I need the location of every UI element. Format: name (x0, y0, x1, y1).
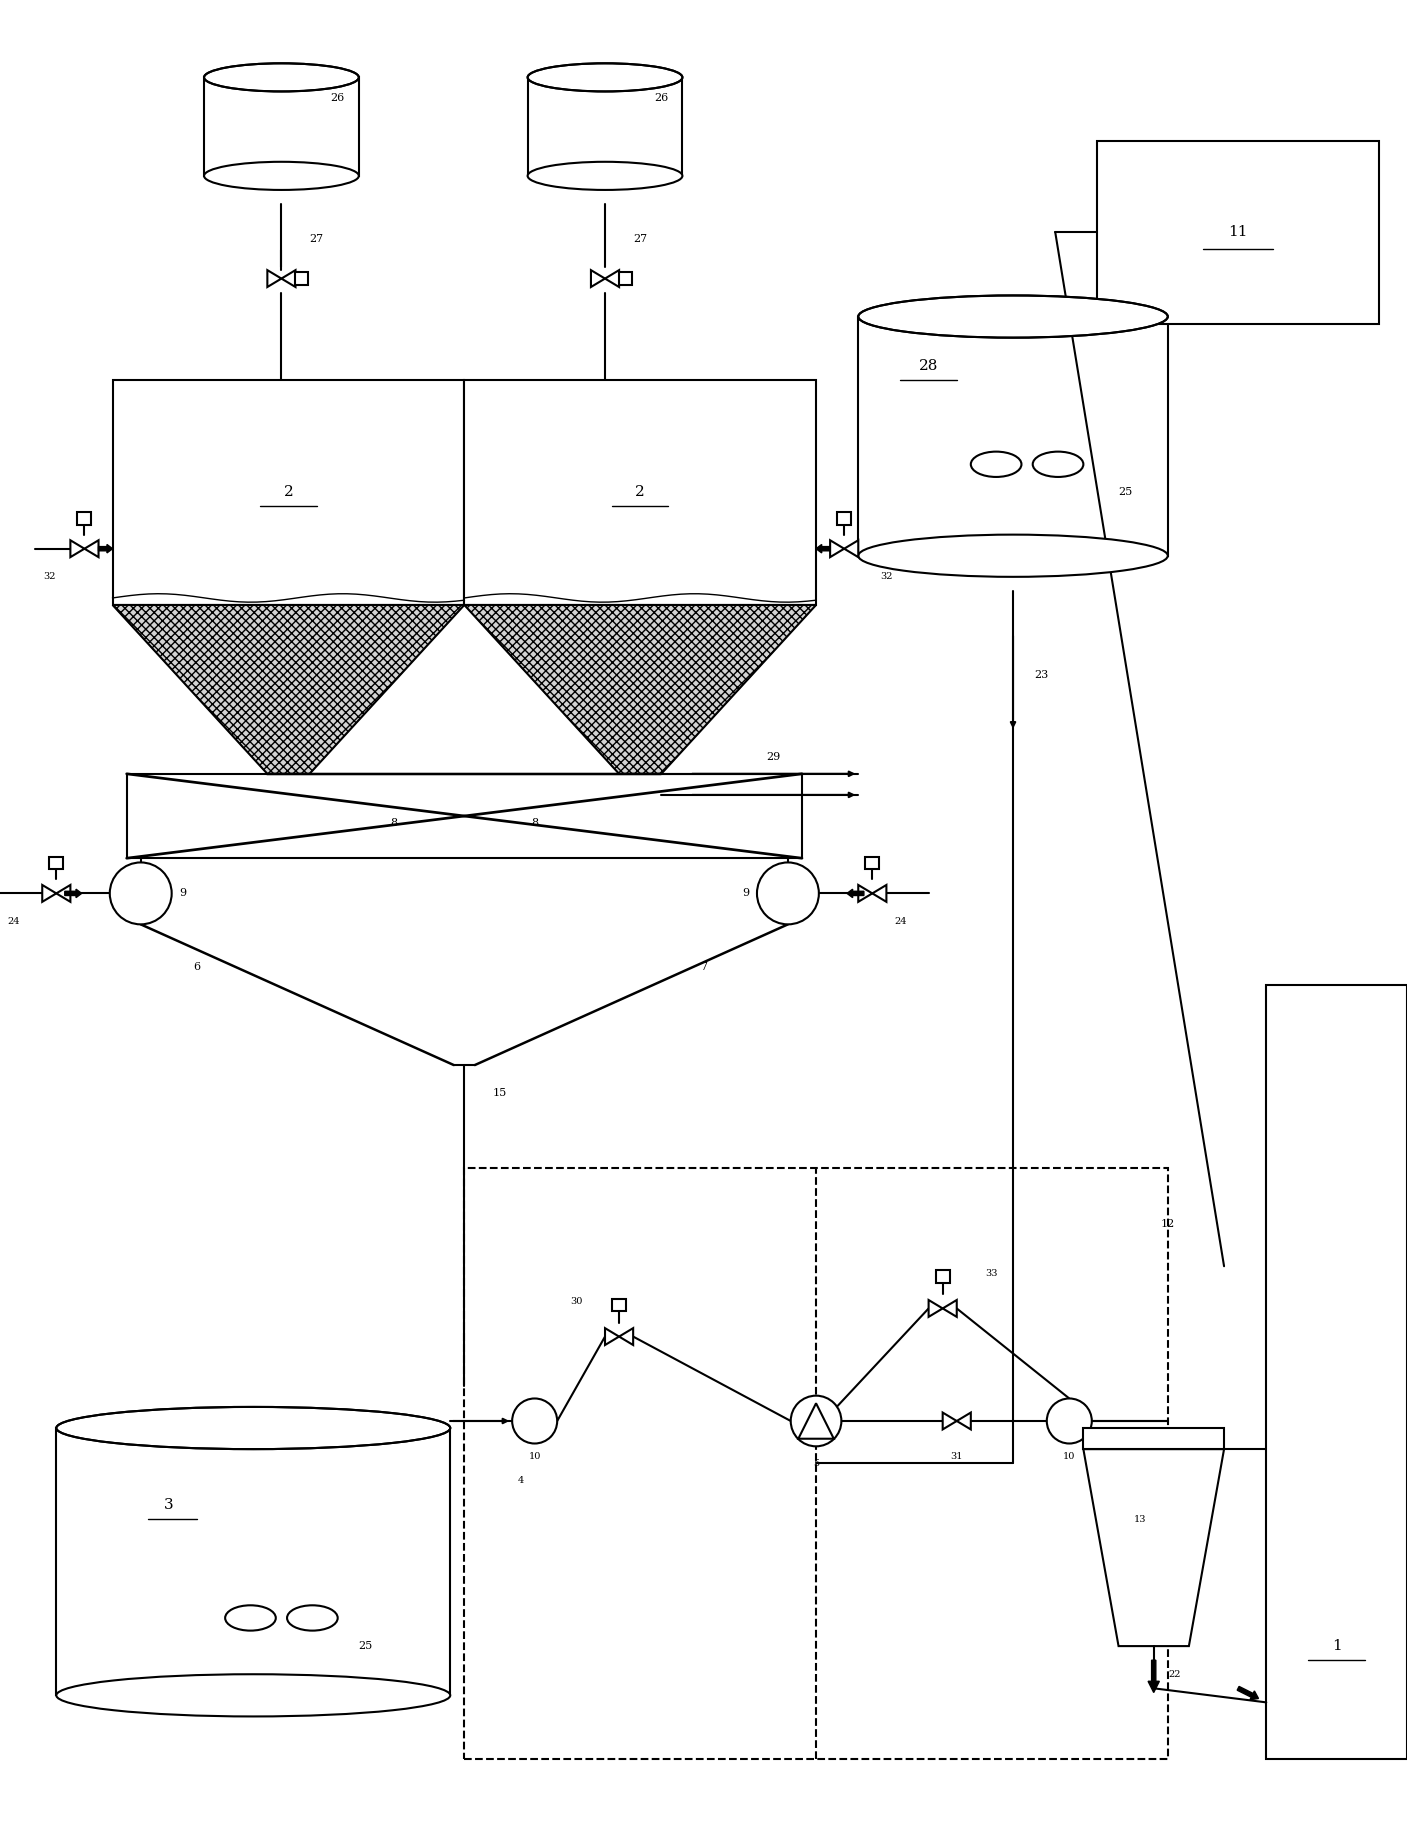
Ellipse shape (971, 452, 1021, 477)
Polygon shape (943, 1300, 957, 1317)
Text: 3: 3 (165, 1498, 173, 1513)
Polygon shape (943, 1412, 957, 1430)
Text: 24: 24 (895, 916, 906, 925)
Text: 22: 22 (1169, 1670, 1180, 1679)
FancyArrow shape (65, 889, 82, 898)
Text: 23: 23 (1034, 669, 1048, 680)
Text: 29: 29 (767, 752, 781, 763)
Bar (204, 77, 359, 176)
Text: 26: 26 (654, 93, 668, 104)
Text: 10: 10 (529, 1452, 540, 1461)
Text: 27: 27 (310, 234, 324, 245)
Bar (837, 512, 851, 525)
Text: 8: 8 (390, 818, 398, 829)
Text: 25: 25 (359, 1641, 373, 1652)
FancyArrow shape (98, 545, 113, 552)
FancyArrow shape (847, 889, 864, 898)
Polygon shape (1083, 1449, 1224, 1646)
Ellipse shape (528, 161, 682, 190)
Text: 9: 9 (179, 889, 187, 898)
Polygon shape (267, 271, 281, 287)
Polygon shape (844, 540, 858, 558)
Polygon shape (858, 885, 872, 902)
Bar (464, 380, 816, 605)
Bar (858, 316, 1168, 556)
Ellipse shape (204, 64, 359, 91)
Polygon shape (957, 1412, 971, 1430)
Bar (1266, 984, 1407, 1759)
Text: 33: 33 (986, 1269, 998, 1278)
Circle shape (1047, 1399, 1092, 1443)
Text: 5: 5 (813, 1460, 819, 1467)
Ellipse shape (858, 534, 1168, 576)
Bar (1083, 1428, 1224, 1449)
Ellipse shape (56, 1674, 450, 1716)
Text: 24: 24 (8, 916, 20, 925)
Circle shape (757, 863, 819, 924)
Text: 13: 13 (1134, 1514, 1145, 1524)
Polygon shape (56, 885, 70, 902)
Circle shape (512, 1399, 557, 1443)
Text: 4: 4 (518, 1476, 523, 1485)
Text: 12: 12 (1161, 1218, 1175, 1229)
FancyArrow shape (1237, 1686, 1258, 1699)
Bar (295, 273, 308, 285)
Ellipse shape (858, 296, 1168, 338)
Text: 31: 31 (951, 1452, 962, 1461)
Polygon shape (113, 605, 464, 774)
Circle shape (791, 1396, 841, 1447)
Ellipse shape (56, 1407, 450, 1449)
Ellipse shape (225, 1606, 276, 1631)
Polygon shape (605, 1328, 619, 1344)
Polygon shape (591, 271, 605, 287)
Bar (936, 1271, 950, 1284)
Polygon shape (281, 271, 295, 287)
Polygon shape (929, 1300, 943, 1317)
Text: 2: 2 (636, 485, 644, 499)
Text: 32: 32 (881, 572, 892, 582)
Polygon shape (84, 540, 98, 558)
Circle shape (110, 863, 172, 924)
Text: 1: 1 (1332, 1639, 1341, 1653)
Text: 7: 7 (701, 962, 706, 971)
Polygon shape (70, 540, 84, 558)
Ellipse shape (204, 161, 359, 190)
Text: 30: 30 (571, 1297, 582, 1306)
Text: 15: 15 (492, 1088, 507, 1097)
Polygon shape (464, 605, 816, 774)
Polygon shape (830, 540, 844, 558)
Ellipse shape (1033, 452, 1083, 477)
Ellipse shape (528, 64, 682, 91)
Bar (56, 1428, 450, 1695)
Text: 6: 6 (193, 962, 201, 971)
Polygon shape (619, 1328, 633, 1344)
Text: 2: 2 (284, 485, 293, 499)
Text: 27: 27 (633, 234, 647, 245)
Ellipse shape (287, 1606, 338, 1631)
Bar (528, 77, 682, 176)
FancyArrow shape (1148, 1661, 1159, 1692)
Polygon shape (605, 271, 619, 287)
Polygon shape (798, 1403, 834, 1439)
Bar (619, 273, 632, 285)
Text: 11: 11 (1228, 225, 1248, 240)
Text: 8: 8 (530, 818, 539, 829)
Bar (612, 1299, 626, 1311)
Bar (113, 380, 464, 605)
Polygon shape (872, 885, 886, 902)
Bar (1097, 141, 1379, 324)
FancyArrow shape (816, 545, 830, 552)
Bar (77, 512, 91, 525)
Polygon shape (42, 885, 56, 902)
Bar (49, 856, 63, 869)
Text: 9: 9 (741, 889, 750, 898)
Text: 32: 32 (44, 572, 55, 582)
Text: 28: 28 (919, 358, 938, 373)
Bar (464, 1167, 1168, 1759)
Text: 10: 10 (1064, 1452, 1075, 1461)
Text: 25: 25 (1119, 487, 1133, 497)
Bar (865, 856, 879, 869)
Text: 26: 26 (331, 93, 345, 104)
